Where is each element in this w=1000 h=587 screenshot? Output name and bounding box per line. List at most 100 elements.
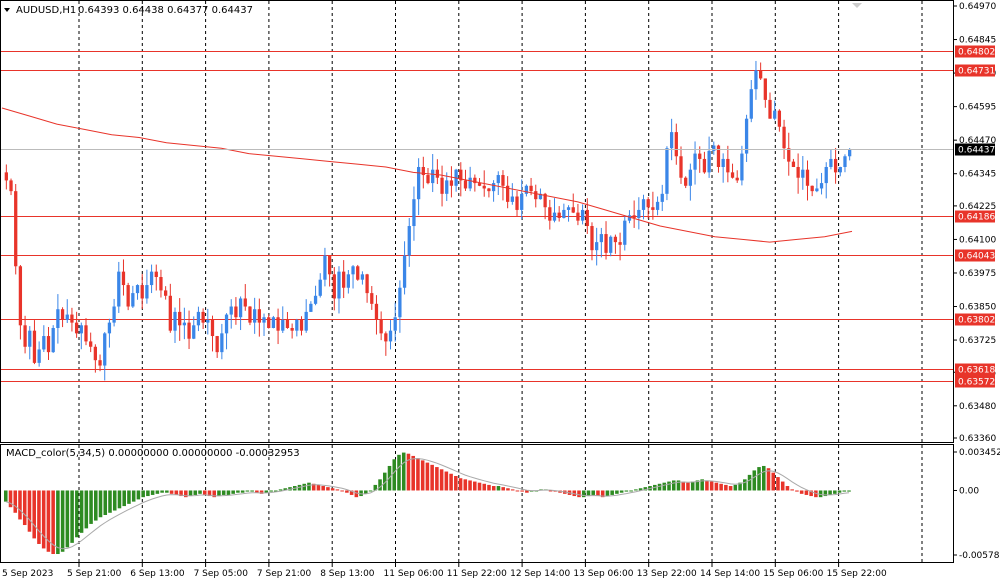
candle-body	[93, 346, 97, 361]
macd-bar	[278, 489, 283, 491]
level-tag	[955, 313, 995, 326]
macd-bar	[420, 460, 425, 491]
candle-body	[824, 166, 828, 184]
macd-bar	[690, 481, 695, 491]
macd-bar	[112, 490, 117, 511]
candle-body	[759, 70, 763, 79]
candle-body	[819, 183, 824, 189]
candle-body	[74, 322, 79, 334]
macd-bar	[188, 490, 193, 497]
macd-bar	[364, 490, 368, 494]
macd-bar	[676, 480, 681, 491]
candle-body	[604, 234, 608, 253]
macd-bar	[501, 487, 505, 491]
macd-bar	[382, 472, 387, 491]
candle-body	[754, 70, 758, 90]
collapse-triangle-icon[interactable]	[4, 8, 10, 12]
time-tick-label: 8 Sep 13:00	[320, 569, 375, 579]
candle-body	[810, 185, 814, 192]
candle-body	[627, 215, 632, 221]
macd-bar	[221, 490, 226, 495]
macd-bar	[169, 490, 174, 494]
macd-bar	[207, 490, 212, 497]
candle-body	[646, 199, 650, 208]
macd-bar	[487, 484, 491, 491]
macd-bar	[84, 490, 89, 529]
candle-body	[763, 78, 767, 100]
macd-bar	[776, 477, 780, 491]
macd-bar	[255, 490, 259, 493]
macd-bar	[510, 489, 515, 491]
candle-body	[740, 153, 744, 181]
price-tick-label: 0.64970	[959, 2, 996, 12]
macd-bar	[491, 486, 496, 491]
time-tick-label: 5 Sep 2023	[2, 569, 53, 579]
candle-body	[192, 325, 196, 339]
candle-body	[89, 341, 93, 347]
candle-body	[224, 314, 229, 334]
candle-body	[365, 274, 369, 294]
macd-bar	[27, 490, 32, 532]
macd-bar	[330, 488, 335, 491]
candle-body	[674, 132, 678, 157]
horizontal-levels[interactable]: 0.64802 0.64731 0.64186 0.64043 0.63802 0.636…	[1, 45, 995, 388]
time-tick-label: 7 Sep 21:00	[257, 569, 312, 579]
macd-histogram	[4, 452, 851, 555]
candle-body	[660, 193, 664, 202]
macd-bar	[250, 490, 254, 492]
candle-body	[149, 271, 154, 286]
candle-body	[402, 255, 407, 288]
candle-body	[637, 209, 641, 218]
candle-body	[337, 271, 341, 299]
macd-bar	[695, 480, 700, 491]
macd-bar	[127, 490, 131, 504]
macd-axis: 0.0034526 0.00 -0.0057890	[953, 448, 1000, 561]
macd-tick-label: 0.0034526	[959, 448, 1000, 458]
macd-bar	[520, 490, 524, 492]
candle-body	[304, 311, 308, 331]
candle-body	[773, 110, 777, 119]
candle-body	[548, 207, 552, 221]
candle-body	[374, 303, 379, 320]
macd-bar	[790, 489, 794, 491]
candle-body	[323, 255, 327, 280]
candle-body	[449, 180, 454, 186]
price-tick-label: 0.63480	[959, 402, 996, 412]
candle-body	[435, 169, 440, 178]
candle-body	[459, 169, 463, 181]
macd-bar	[605, 490, 610, 497]
time-tick-label: 15 Sep 22:00	[827, 569, 887, 579]
macd-bar	[705, 480, 709, 491]
candle-body	[491, 183, 496, 192]
candle-body	[609, 236, 613, 253]
macd-bar	[231, 490, 235, 494]
macd-bar	[46, 490, 51, 552]
level-tag	[955, 64, 995, 77]
candle-body	[791, 161, 796, 167]
candle-body	[215, 336, 219, 353]
level-label: 0.63802	[958, 316, 995, 326]
candle-body	[257, 309, 261, 323]
level-tag	[955, 375, 995, 388]
candle-body	[515, 196, 519, 210]
candle-body	[431, 169, 435, 184]
macd-bar	[378, 479, 382, 491]
macd-bar	[425, 462, 430, 491]
macd-bar	[184, 490, 188, 498]
candle-body	[833, 158, 838, 173]
candle-body	[730, 172, 735, 178]
macd-bar	[837, 490, 842, 493]
candle-body	[126, 285, 130, 307]
candle-body	[416, 166, 421, 200]
time-tick-label: 5 Sep 21:00	[67, 569, 122, 579]
candle-body	[262, 317, 266, 323]
candle-body	[267, 317, 271, 328]
level-label: 0.64186	[958, 213, 995, 223]
macd-tick-label: 0.00	[959, 486, 979, 496]
candle-body	[679, 156, 683, 178]
candle-body	[538, 193, 543, 200]
one-click-trading-icon[interactable]	[852, 3, 862, 8]
macd-bar	[809, 490, 813, 497]
candle-body	[557, 212, 561, 218]
